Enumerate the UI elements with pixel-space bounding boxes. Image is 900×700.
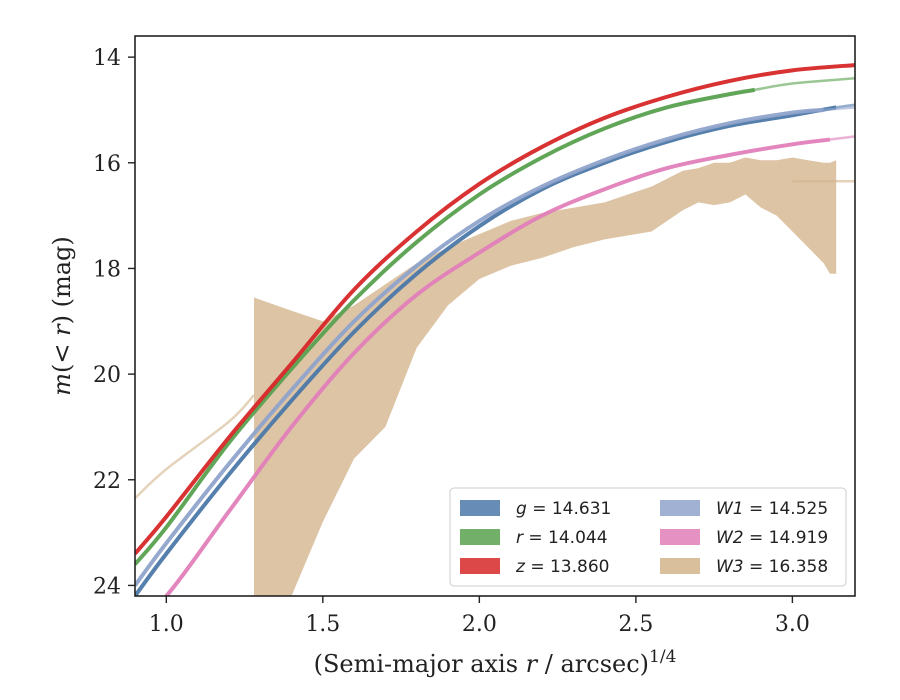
w1-curve <box>135 107 824 587</box>
x-axis-label: (Semi-major axis r / arcsec)1/4 <box>314 647 677 678</box>
legend: g = 14.631 r = 14.044 z = 13.860 W1 = 14.52… <box>449 487 847 587</box>
y-tick-label: 16 <box>93 152 121 177</box>
legend-label-r: r = 14.044 <box>516 528 608 548</box>
g-curve <box>135 105 837 596</box>
legend-label-w1: W1 = 14.525 <box>716 499 828 519</box>
legend-swatch-r <box>460 529 500 545</box>
x-tick-label: 2.5 <box>618 612 653 637</box>
w3-curve-extrapolated <box>135 394 255 500</box>
y-tick-label: 18 <box>93 257 121 282</box>
legend-swatch-w2 <box>660 529 700 545</box>
z-curve <box>135 63 855 556</box>
legend-label-g: g = 14.631 <box>516 499 611 519</box>
legend-swatch-z <box>460 558 500 574</box>
legend-swatch-w1 <box>660 500 700 516</box>
y-tick-label: 24 <box>93 574 121 599</box>
y-tick-label: 22 <box>93 469 121 494</box>
legend-box <box>449 487 847 587</box>
x-tick-label: 3.0 <box>775 612 810 637</box>
w3-uncertainty-band <box>254 157 837 596</box>
y-tick-label: 20 <box>93 363 121 388</box>
legend-label-w3: W3 = 16.358 <box>716 557 828 577</box>
g-curve-extrapolated <box>836 103 855 109</box>
r-curve <box>135 87 756 566</box>
legend-label-z: z = 13.860 <box>515 557 609 577</box>
w2-curve-extrapolated <box>829 135 855 141</box>
r-curve-extrapolated <box>754 77 855 92</box>
y-tick-label: 14 <box>93 46 121 71</box>
axes-frame <box>134 35 856 597</box>
x-tick-label: 2.0 <box>462 612 497 637</box>
legend-swatch-g <box>460 500 500 516</box>
axes: 1.0 1.5 2.0 2.5 3.0 14 16 18 20 22 24 (Semi-major a… <box>48 35 856 678</box>
plot-area <box>135 63 855 596</box>
w1-curve-extrapolated <box>823 106 855 112</box>
legend-swatch-w3 <box>660 558 700 574</box>
x-tick-label: 1.5 <box>305 612 340 637</box>
x-tick-label: 1.0 <box>149 612 184 637</box>
y-axis-label: m(< r) (mag) <box>48 236 76 396</box>
legend-label-w2: W2 = 14.919 <box>716 528 828 548</box>
w2-curve <box>163 137 831 596</box>
